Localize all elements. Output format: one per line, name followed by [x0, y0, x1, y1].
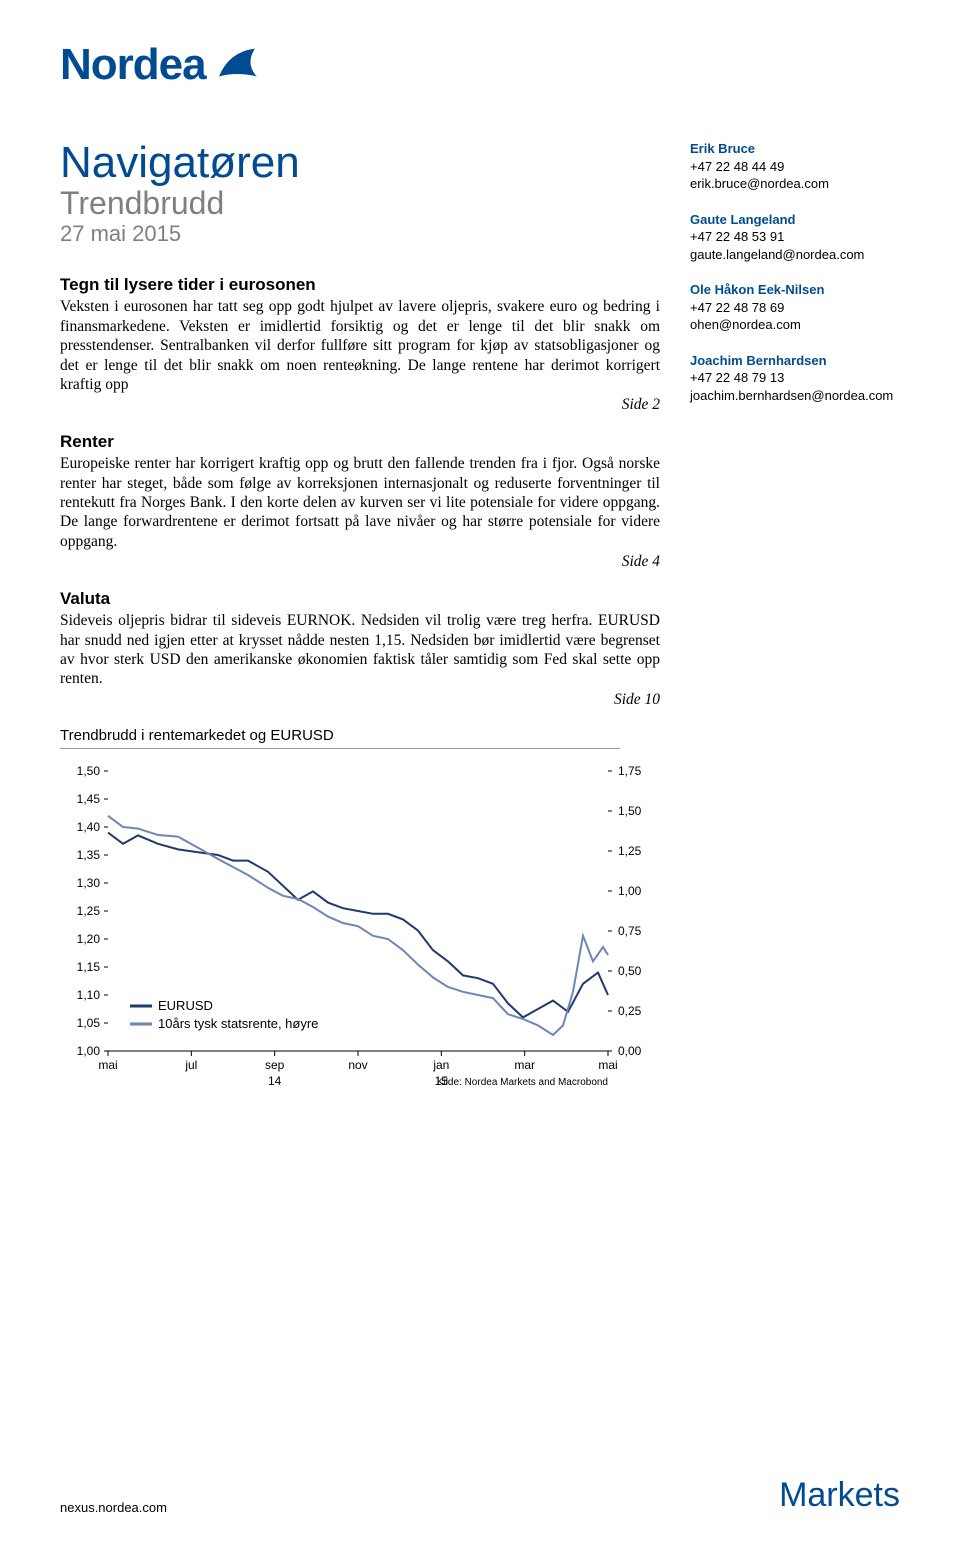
svg-text:EURUSD: EURUSD	[158, 998, 213, 1013]
svg-text:1,50: 1,50	[618, 804, 642, 818]
contact-phone: +47 22 48 53 91	[690, 228, 900, 246]
svg-text:0,00: 0,00	[618, 1044, 642, 1058]
section-title: Valuta	[60, 589, 660, 609]
svg-text:mai: mai	[98, 1058, 117, 1072]
main-column: Navigatøren Trendbrudd 27 mai 2015 Tegn …	[60, 140, 660, 1096]
svg-text:1,10: 1,10	[77, 988, 101, 1002]
contact-email: ohen@nordea.com	[690, 316, 900, 334]
svg-text:jul: jul	[184, 1058, 197, 1072]
svg-text:1,40: 1,40	[77, 820, 101, 834]
contacts-column: Erik Bruce +47 22 48 44 49 erik.bruce@no…	[690, 140, 900, 1096]
svg-text:1,35: 1,35	[77, 848, 101, 862]
contact-email: erik.bruce@nordea.com	[690, 175, 900, 193]
chart-container: 1,50 1,45 1,40 1,35 1,30 1,25 1,20 1,15 1,10 1,05…	[60, 761, 660, 1096]
contact-name: Ole Håkon Eek-Nilsen	[690, 281, 900, 299]
contact-name: Joachim Bernhardsen	[690, 352, 900, 370]
contact-name: Erik Bruce	[690, 140, 900, 158]
page-ref: Side 4	[60, 553, 660, 571]
svg-text:nov: nov	[348, 1058, 367, 1072]
contact-block: Ole Håkon Eek-Nilsen +47 22 48 78 69 ohe…	[690, 281, 900, 334]
svg-text:1,25: 1,25	[618, 844, 642, 858]
contact-phone: +47 22 48 79 13	[690, 369, 900, 387]
svg-text:1,75: 1,75	[618, 764, 642, 778]
page-footer: nexus.nordea.com Markets	[60, 1476, 900, 1515]
section-title: Renter	[60, 432, 660, 452]
contact-email: joachim.bernhardsen@nordea.com	[690, 387, 900, 405]
contact-block: Joachim Bernhardsen +47 22 48 79 13 joac…	[690, 352, 900, 405]
svg-text:1,50: 1,50	[77, 764, 101, 778]
page-ref: Side 2	[60, 396, 660, 414]
svg-text:14: 14	[268, 1074, 282, 1088]
contact-name: Gaute Langeland	[690, 211, 900, 229]
page-ref: Side 10	[60, 691, 660, 709]
contact-email: gaute.langeland@nordea.com	[690, 246, 900, 264]
svg-text:10års tysk statsrente, høyre: 10års tysk statsrente, høyre	[158, 1016, 318, 1031]
svg-text:1,00: 1,00	[77, 1044, 101, 1058]
contact-phone: +47 22 48 78 69	[690, 299, 900, 317]
svg-text:mai: mai	[598, 1058, 617, 1072]
chart-rule	[60, 748, 620, 749]
section-body: Veksten i eurosonen har tatt seg opp god…	[60, 297, 660, 394]
doc-subtitle: Trendbrudd	[60, 186, 660, 221]
contact-phone: +47 22 48 44 49	[690, 158, 900, 176]
footer-url: nexus.nordea.com	[60, 1500, 167, 1515]
section-eurosonen: Tegn til lysere tider i eurosonen Vekste…	[60, 275, 660, 414]
svg-text:sep: sep	[265, 1058, 285, 1072]
contact-block: Gaute Langeland +47 22 48 53 91 gaute.la…	[690, 211, 900, 264]
line-chart: 1,50 1,45 1,40 1,35 1,30 1,25 1,20 1,15 1,10 1,05…	[60, 761, 660, 1091]
svg-text:1,00: 1,00	[618, 884, 642, 898]
svg-text:mar: mar	[514, 1058, 535, 1072]
section-body: Europeiske renter har korrigert kraftig …	[60, 454, 660, 551]
brand-logo: Nordea	[60, 40, 900, 90]
svg-text:jan: jan	[432, 1058, 449, 1072]
chart-title: Trendbrudd i rentemarkedet og EURUSD	[60, 727, 660, 744]
svg-text:1,20: 1,20	[77, 932, 101, 946]
svg-text:0,25: 0,25	[618, 1004, 642, 1018]
section-valuta: Valuta Sideveis oljepris bidrar til side…	[60, 589, 660, 709]
svg-text:0,75: 0,75	[618, 924, 642, 938]
brand-icon	[212, 47, 262, 83]
contact-block: Erik Bruce +47 22 48 44 49 erik.bruce@no…	[690, 140, 900, 193]
footer-brand: Markets	[779, 1476, 900, 1515]
section-renter: Renter Europeiske renter har korrigert k…	[60, 432, 660, 571]
svg-text:1,05: 1,05	[77, 1016, 101, 1030]
doc-title: Navigatøren	[60, 140, 660, 186]
svg-text:1,30: 1,30	[77, 876, 101, 890]
svg-text:0,50: 0,50	[618, 964, 642, 978]
svg-text:1,15: 1,15	[77, 960, 101, 974]
doc-date: 27 mai 2015	[60, 221, 660, 247]
svg-text:1,45: 1,45	[77, 792, 101, 806]
section-title: Tegn til lysere tider i eurosonen	[60, 275, 660, 295]
brand-name: Nordea	[60, 40, 206, 90]
section-body: Sideveis oljepris bidrar til sideveis EU…	[60, 611, 660, 689]
svg-text:1,25: 1,25	[77, 904, 101, 918]
svg-text:Kilde: Nordea Markets and Macr: Kilde: Nordea Markets and Macrobond	[437, 1077, 608, 1088]
